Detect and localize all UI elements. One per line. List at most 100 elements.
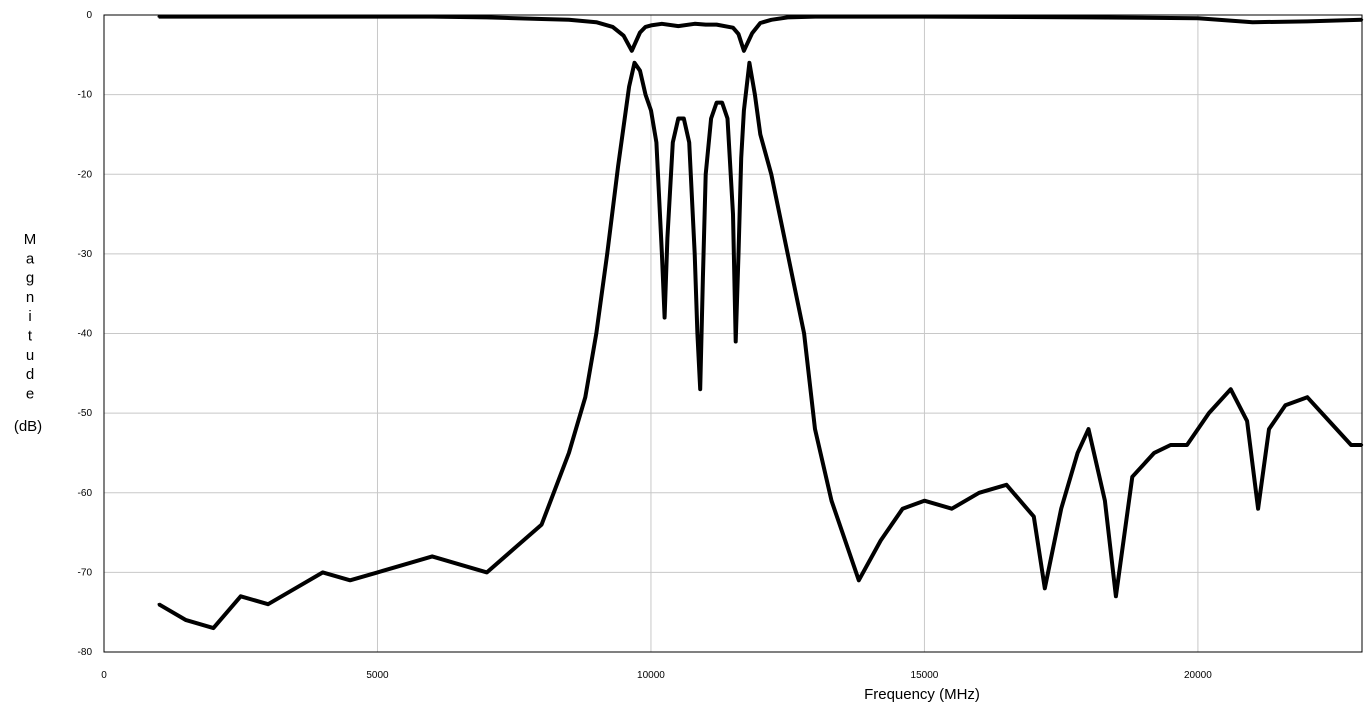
- series-1-point-5: [294, 587, 297, 590]
- series-1-point-7: [348, 579, 352, 582]
- series-0-point-21: [731, 26, 735, 29]
- grid-layer: [103, 14, 1362, 653]
- series-0-point-16: [660, 22, 664, 25]
- series-0-point-12: [630, 49, 634, 53]
- series-0-point-30: [1087, 16, 1090, 19]
- series-1-point-21: [633, 61, 636, 64]
- series-0-point-8: [567, 18, 571, 21]
- series-1-point-3: [239, 595, 242, 598]
- series-0-point-34: [1360, 18, 1364, 21]
- series-1-point-28: [666, 236, 669, 240]
- x-tick-label-0: 0: [101, 670, 107, 681]
- series-1-point-80: [1306, 396, 1309, 399]
- series-1-point-34: [696, 332, 699, 335]
- y-tick-label-3: -30: [78, 249, 93, 260]
- y-axis-title-letter-1: a: [26, 250, 35, 267]
- series-1-point-25: [655, 141, 658, 144]
- series-0-point-28: [813, 15, 817, 18]
- series-1-point-41: [726, 117, 729, 120]
- x-tick-labels: 0 5000 10000 15000 20000: [101, 670, 1212, 681]
- series-1-point-52: [802, 332, 806, 335]
- series-0-point-0: [157, 15, 160, 18]
- series-1-point-8: [376, 571, 379, 574]
- series-0-point-7: [540, 17, 543, 21]
- series-1-point-16: [584, 396, 587, 399]
- x-tick-label-3: 15000: [911, 670, 939, 681]
- series-1-point-40: [720, 101, 724, 104]
- series-1-point-67: [1087, 427, 1090, 431]
- series-1-point-81: [1327, 419, 1331, 423]
- series-0-point-6: [485, 16, 489, 19]
- y-tick-label-2: -20: [78, 169, 93, 180]
- series-1-point-15: [567, 451, 571, 455]
- series-1-point-4: [266, 603, 270, 606]
- series-1-point-62: [1005, 483, 1008, 486]
- y-tick-label-8: -80: [78, 647, 93, 658]
- y-axis-title-letter-0: M: [24, 231, 37, 248]
- y-axis-title-letter-4: i: [28, 308, 31, 325]
- series-1-point-29: [671, 141, 675, 144]
- y-axis-title-letter-6: u: [26, 347, 34, 364]
- series-1-point-31: [682, 117, 685, 120]
- series-layer: [157, 14, 1364, 631]
- series-1-point-53: [813, 427, 817, 431]
- series-1-point-38: [709, 117, 713, 120]
- series-1-point-0: [157, 603, 160, 606]
- series-1-point-69: [1114, 595, 1118, 598]
- series-1-point-59: [923, 499, 926, 502]
- series-0-point-22: [737, 32, 740, 36]
- series-1-point-70: [1131, 475, 1134, 479]
- series-0-point-14: [644, 25, 647, 29]
- series-1-point-17: [595, 332, 598, 335]
- y-tick-labels: 0 -10 -20 -30 -40 -50 -60 -70 -80: [78, 10, 93, 658]
- series-1-point-11: [458, 563, 461, 566]
- y-tick-label-4: -40: [78, 329, 93, 340]
- series-1-point-74: [1207, 411, 1211, 415]
- series-0-point-5: [430, 15, 434, 18]
- series-0-point-3: [321, 15, 324, 18]
- series-0-point-9: [595, 20, 598, 24]
- y-axis-title-letter-3: n: [26, 289, 34, 306]
- series-0-point-33: [1306, 20, 1309, 23]
- series-1-point-18: [606, 252, 609, 256]
- series-1-point-23: [644, 93, 647, 96]
- series-1-point-1: [184, 618, 188, 622]
- x-tick-label-2: 10000: [637, 670, 665, 681]
- series-1-point-9: [403, 563, 407, 566]
- series-0-point-15: [649, 24, 653, 27]
- series-1-point-61: [977, 491, 981, 494]
- series-1-point-71: [1152, 451, 1156, 455]
- plot-frame: [103, 14, 1363, 653]
- series-1-point-19: [616, 165, 620, 168]
- y-tick-label-1: -10: [78, 90, 93, 101]
- y-tick-label-6: -60: [78, 488, 93, 499]
- series-1-point-22: [638, 69, 642, 72]
- series-0-point-25: [759, 21, 762, 25]
- series-1-point-45: [740, 157, 743, 160]
- series-line-0: [158, 14, 1363, 53]
- series-1-point-30: [677, 117, 680, 120]
- series-0-point-1: [212, 15, 215, 18]
- series-1-point-42: [731, 212, 735, 216]
- series-1-point-13: [513, 547, 516, 550]
- series-1-point-75: [1229, 388, 1232, 391]
- series-0-point-26: [770, 18, 773, 21]
- series-1-point-50: [770, 173, 773, 176]
- series-1-point-47: [748, 61, 751, 64]
- series-0-point-27: [786, 16, 789, 19]
- y-axis-title-letter-8: e: [26, 385, 34, 402]
- series-1-point-6: [321, 571, 324, 574]
- series-1-point-82: [1349, 443, 1353, 447]
- series-1-point-66: [1076, 451, 1079, 455]
- series-1-point-76: [1245, 419, 1249, 423]
- series-0-point-24: [750, 32, 754, 35]
- x-tick-label-4: 20000: [1184, 670, 1212, 681]
- series-1-point-44: [737, 252, 740, 256]
- y-axis-unit: (dB): [14, 418, 42, 435]
- series-1-point-77: [1256, 507, 1260, 510]
- series-line-1: [157, 60, 1362, 631]
- y-tick-label-0: 0: [86, 10, 92, 21]
- y-tick-label-5: -50: [78, 408, 93, 419]
- series-1-point-36: [701, 276, 705, 279]
- series-0-point-4: [376, 15, 379, 18]
